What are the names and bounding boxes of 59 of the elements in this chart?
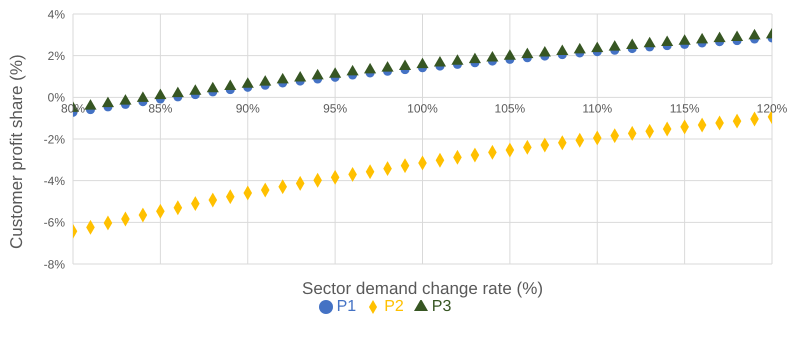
point	[381, 61, 394, 72]
point	[591, 42, 604, 52]
point	[451, 54, 464, 65]
point	[119, 94, 132, 105]
legend-label: P2	[384, 298, 404, 315]
point	[276, 72, 289, 84]
point	[661, 36, 674, 46]
point	[696, 32, 708, 44]
point	[102, 96, 114, 108]
point	[224, 79, 236, 90]
point	[312, 68, 324, 80]
y-tick-label: 0%	[48, 90, 66, 105]
x-tick-label: 95%	[323, 101, 348, 116]
point	[538, 46, 551, 56]
point	[154, 88, 166, 100]
point	[346, 64, 359, 76]
point	[189, 84, 202, 95]
point	[329, 67, 342, 78]
point	[678, 34, 691, 45]
point	[468, 52, 482, 64]
x-tick-label: 100%	[407, 101, 438, 116]
point	[713, 32, 726, 42]
x-tick-label: 120%	[756, 101, 788, 116]
x-tick-label: 90%	[236, 101, 260, 116]
x-tick-label: 105%	[494, 101, 526, 116]
point	[206, 82, 219, 92]
y-axis-title: Customer profit share (%)	[7, 54, 26, 249]
y-tick-label: 2%	[48, 48, 66, 63]
point	[486, 50, 498, 62]
legend-label: P3	[432, 298, 452, 315]
point	[748, 28, 761, 40]
y-tick-label: -4%	[44, 174, 66, 188]
point	[434, 56, 446, 66]
x-tick-label: 115%	[670, 101, 700, 116]
point	[626, 38, 638, 49]
point	[364, 62, 376, 74]
y-tick-label: -6%	[44, 216, 66, 230]
y-tick-label: -8%	[44, 257, 66, 272]
legend-label: P1	[336, 298, 356, 315]
point	[504, 49, 516, 60]
point	[398, 59, 412, 70]
point	[294, 70, 306, 82]
point	[172, 86, 184, 98]
point	[521, 48, 534, 58]
y-tick-label: -2%	[44, 132, 66, 146]
x-axis-title: Sector demand change rate (%)	[302, 279, 543, 298]
point	[730, 30, 744, 42]
point	[136, 91, 149, 102]
point	[608, 40, 621, 51]
point	[259, 75, 272, 86]
x-tick-label: 110%	[582, 101, 612, 116]
point	[644, 36, 656, 48]
point	[242, 77, 254, 88]
point	[556, 44, 568, 56]
point	[84, 99, 97, 110]
point	[574, 42, 586, 54]
point	[416, 58, 429, 68]
y-tick-label: 4%	[48, 7, 66, 22]
x-tick-label: 85%	[148, 101, 173, 116]
